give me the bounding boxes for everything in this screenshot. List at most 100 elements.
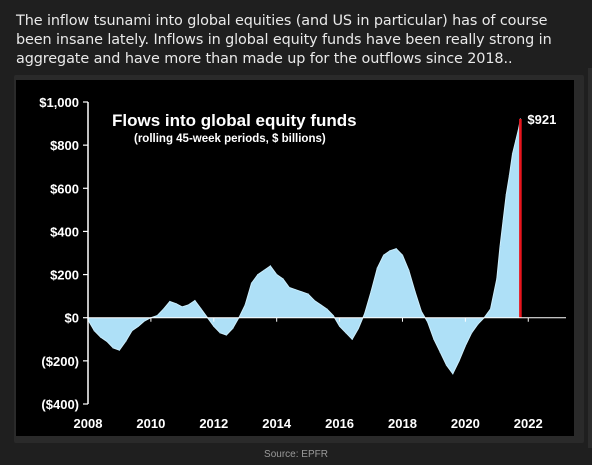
data-point [213,325,215,327]
data-point [496,278,498,280]
data-point [408,269,410,271]
data-point [263,269,265,271]
y-tick-label: ($200) [41,354,79,369]
data-point [225,334,227,336]
data-point [445,364,448,366]
data-point [269,265,271,267]
data-point [376,267,378,269]
data-point [420,310,422,312]
data-point [427,321,429,323]
data-point [458,360,460,362]
data-point [502,220,504,222]
flows-area [88,119,521,374]
data-point [219,332,221,334]
right-edge [588,68,592,448]
data-point [125,340,127,342]
data-point [471,332,473,334]
data-point [433,338,435,340]
x-tick-label: 2022 [514,416,543,431]
chart-source: Source: EPFR [264,449,328,460]
data-point [301,291,303,293]
x-tick-label: 2008 [74,416,103,431]
data-point [345,332,347,334]
data-point [339,325,341,327]
x-tick-labels: 2008 2010 2012 2014 2016 2018 2020 2022 [74,317,543,431]
x-tick-label: 2012 [199,416,228,431]
y-tick-label: $200 [50,268,79,283]
latest-value-annotation: $921 [527,112,556,127]
data-point [112,347,114,349]
data-point [232,327,234,330]
plot-layer [87,118,522,375]
x-tick-label: 2020 [451,416,480,431]
data-point [489,308,492,310]
data-point [144,320,146,322]
data-point [169,300,171,303]
data-point [244,304,246,306]
data-point [414,291,416,293]
data-point [131,330,133,332]
data-point [194,299,196,302]
data-point [511,153,514,155]
x-tick-label: 2018 [388,416,417,431]
data-point [351,338,353,340]
data-point [257,274,259,276]
y-tick-label: ($400) [41,397,79,412]
data-point [383,254,385,256]
data-point [452,373,454,375]
data-point [93,330,95,332]
x-tick-label: 2014 [262,416,292,431]
data-point [162,308,165,310]
data-point [282,278,284,280]
data-point [137,325,139,327]
post-caption: The inflow tsunami into global equities … [16,13,552,67]
flows-line [87,118,521,375]
data-point [401,254,404,256]
data-point [508,174,510,176]
chart-title: Flows into global equity funds [112,111,357,130]
chart-background [16,80,574,436]
y-tick-label: $0 [65,311,79,326]
data-point [364,312,366,314]
data-point [332,315,334,317]
data-point [188,304,190,306]
data-point [320,304,322,306]
data-point [288,286,290,289]
axes-layer [87,102,566,404]
data-point [250,282,253,284]
data-point [118,349,120,351]
data-point [389,250,391,252]
y-tick-label: $800 [50,138,79,153]
data-point [326,308,328,310]
data-point [100,336,102,338]
data-point [370,291,372,293]
data-point [156,315,158,317]
data-point [313,299,315,302]
x-tick-label: 2016 [325,416,354,431]
y-tick-label: $1,000 [39,95,79,110]
y-tick-labels: $1,000 $800 $600 $400 $200 $0 ($200) ($400) [39,95,88,412]
top-edge [0,0,592,6]
data-point [439,351,441,353]
chart-subtitle: (rolling 45-week periods, $ billions) [134,133,326,145]
data-point [175,303,177,305]
data-point [106,340,108,342]
data-point [276,274,278,276]
data-point [505,194,507,196]
flows-chart: $1,000 $800 $600 $400 $200 $0 ($200) ($400) 200… [16,80,574,436]
data-point [200,308,202,310]
data-point [295,289,297,291]
data-point [518,127,520,129]
data-point [395,248,397,250]
x-tick-label: 2010 [136,416,165,431]
data-point [515,140,517,142]
data-point [464,345,466,347]
y-tick-label: $400 [50,224,79,239]
data-point [357,327,359,330]
data-point [499,245,501,248]
y-tick-label: $600 [50,181,79,196]
data-point [477,323,479,325]
data-point [181,306,183,308]
data-point [307,293,309,295]
